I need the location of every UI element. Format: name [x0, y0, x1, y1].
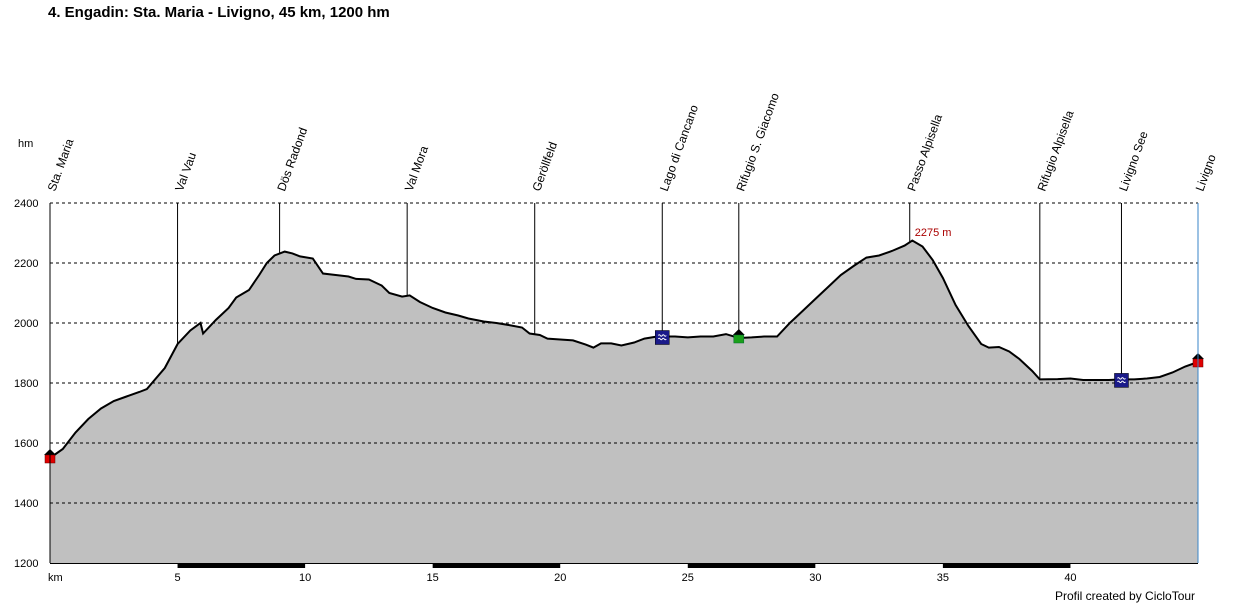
- x-tick-label: 25: [682, 572, 694, 584]
- y-tick-label: 2400: [14, 198, 38, 210]
- waypoint-label: Lago di Cancano: [657, 103, 701, 193]
- waypoint-label: Val Mora: [402, 144, 431, 193]
- km-scale-bar: [942, 564, 1071, 568]
- waypoint-label: Livigno See: [1116, 129, 1151, 193]
- axis-layer: 1200 1400 1600 1800 2000 2200 2400 hm km 5 10 15 20 2…: [14, 138, 1199, 584]
- km-scale-bar: [687, 564, 816, 568]
- credit-text: Profil created by CicloTour: [1055, 589, 1196, 603]
- y-tick-label: 1400: [14, 498, 38, 510]
- hut-icon: [732, 329, 745, 344]
- lake-box: [1114, 373, 1129, 388]
- waypoint-label: Passo Alpisella: [904, 112, 945, 193]
- lake-icon: [1114, 373, 1129, 388]
- x-tick-label: 5: [174, 572, 180, 584]
- y-tick-label: 2200: [14, 258, 38, 270]
- y-tick-label: 1800: [14, 378, 38, 390]
- y-tick-label: 1600: [14, 438, 38, 450]
- x-axis-label: km: [48, 572, 63, 584]
- x-tick-label: 20: [554, 572, 566, 584]
- waypoint-label: Geröllfeld: [529, 140, 560, 193]
- y-tick-label: 1200: [14, 558, 38, 570]
- x-tick-label: 30: [809, 572, 821, 584]
- waypoint-label: Rifugio S. Giacomo: [733, 91, 782, 193]
- km-scale-bar: [432, 564, 561, 568]
- grid-layer: [50, 202, 1198, 504]
- waypoint-label: Sta. Maria: [45, 137, 77, 193]
- km-scale-bar: [177, 564, 306, 568]
- x-tick-label: 35: [937, 572, 949, 584]
- peak-elevation-label: 2275 m: [915, 227, 952, 239]
- hut-roof: [732, 329, 745, 335]
- lake-box: [655, 330, 670, 345]
- y-tick-label: 2000: [14, 318, 38, 330]
- lake-waves: [657, 334, 667, 341]
- label-layer: Sta. Maria Val Vau Dös Radond Val Mora Geröl…: [45, 91, 1219, 239]
- lake-icon: [655, 330, 670, 345]
- hut-body: [733, 334, 745, 344]
- waypoint-label: Val Vau: [172, 150, 199, 193]
- x-tick-label: 15: [427, 572, 439, 584]
- y-axis-label: hm: [18, 138, 33, 150]
- x-tick-label: 40: [1064, 572, 1076, 584]
- lake-waves: [1117, 377, 1126, 384]
- waypoint-label: Rifugio Alpisella: [1034, 108, 1076, 193]
- elevation-line: [49, 239, 1199, 459]
- chart-title: 4. Engadin: Sta. Maria - Livigno, 45 km,…: [48, 4, 390, 21]
- x-tick-label: 10: [299, 572, 311, 584]
- elevation-area: [50, 240, 1198, 563]
- waypoint-label: Livigno: [1193, 152, 1219, 193]
- elevation-area-layer: [49, 239, 1199, 563]
- waypoint-label: Dös Radond: [274, 126, 310, 193]
